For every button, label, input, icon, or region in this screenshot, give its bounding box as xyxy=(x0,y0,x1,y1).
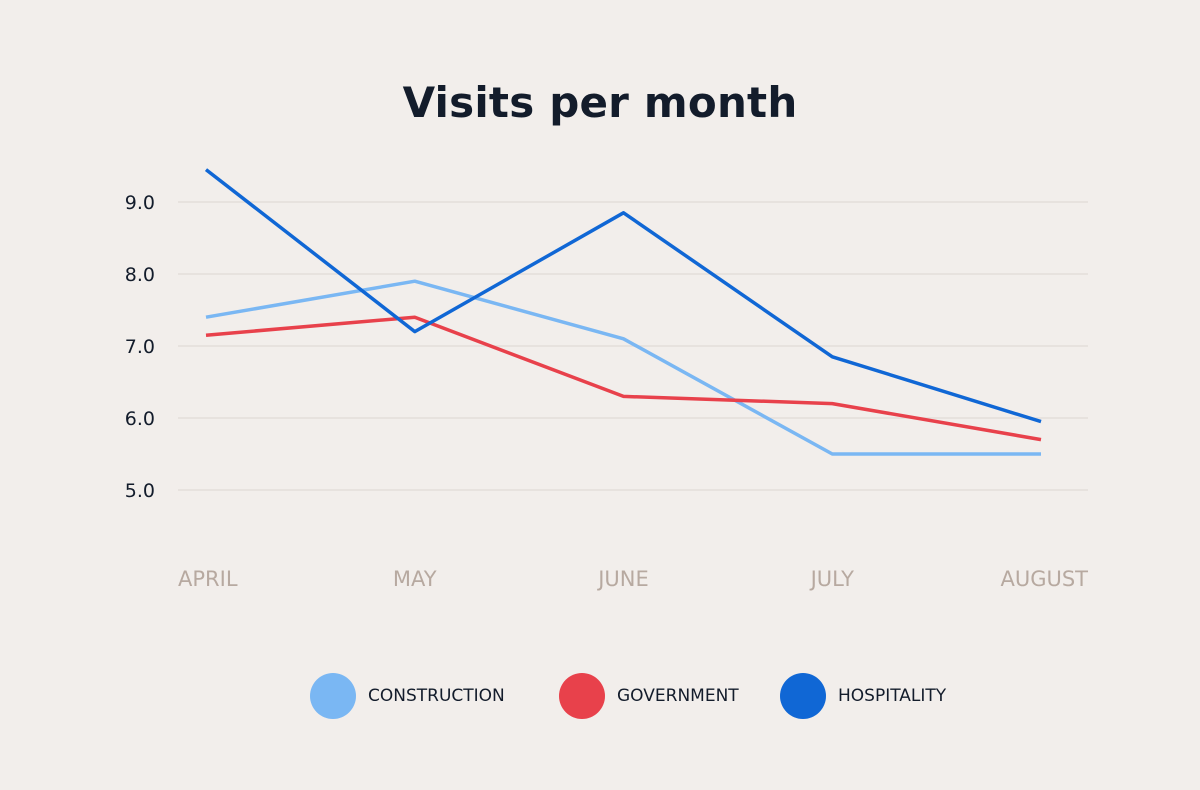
x-tick-label: AUGUST xyxy=(1000,567,1088,591)
legend: CONSTRUCTION GOVERNMENT HOSPITALITY xyxy=(0,672,1200,720)
legend-swatch xyxy=(780,673,826,719)
x-tick-label: APRIL xyxy=(178,567,238,591)
legend-item-government: GOVERNMENT xyxy=(559,672,739,720)
series-line-hospitality xyxy=(204,168,1042,424)
y-tick-label: 5.0 xyxy=(125,480,155,502)
y-axis-ticks: 5.0 6.0 7.0 8.0 9.0 xyxy=(125,192,155,502)
chart-title: Visits per month xyxy=(402,78,798,127)
y-tick-label: 9.0 xyxy=(125,192,155,214)
y-tick-label: 8.0 xyxy=(125,264,155,286)
y-tick-label: 7.0 xyxy=(125,336,155,358)
legend-label: CONSTRUCTION xyxy=(368,686,505,706)
x-axis-ticks: APRIL MAY JUNE JULY AUGUST xyxy=(178,567,1088,591)
legend-label: HOSPITALITY xyxy=(838,686,947,706)
series-lines xyxy=(204,168,1042,456)
x-tick-label: JUNE xyxy=(596,567,649,591)
series-line-government xyxy=(205,315,1042,442)
legend-item-hospitality: HOSPITALITY xyxy=(780,672,946,720)
series-line-construction xyxy=(205,279,1041,456)
x-tick-label: MAY xyxy=(393,567,437,591)
x-tick-label: JULY xyxy=(809,567,854,591)
legend-label: GOVERNMENT xyxy=(617,686,739,706)
legend-item-construction: CONSTRUCTION xyxy=(310,672,505,720)
y-tick-label: 6.0 xyxy=(125,408,155,430)
legend-swatch xyxy=(310,673,356,719)
legend-swatch xyxy=(559,673,605,719)
